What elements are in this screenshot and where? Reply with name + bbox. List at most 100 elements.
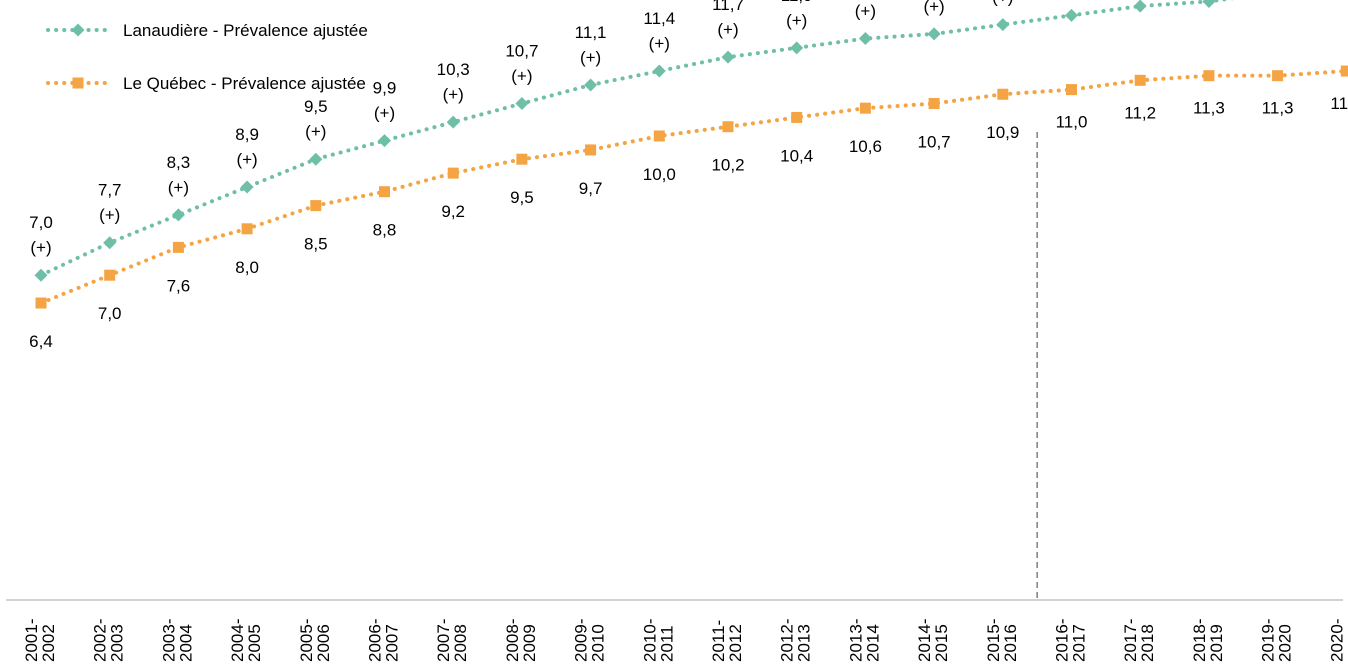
data-point-marker [379, 186, 390, 198]
data-point-marker [859, 102, 871, 114]
x-tick-label-line1: 2008- [503, 619, 522, 662]
data-point-marker [446, 115, 460, 129]
x-tick-label-line2: 2004 [176, 624, 195, 662]
x-tick-label: 2013-2014 [846, 619, 882, 662]
significance-flag: (+) [305, 122, 326, 141]
data-point-marker [378, 134, 391, 148]
data-label: 10,9 [986, 123, 1019, 142]
data-point-marker [171, 208, 185, 222]
x-tick-label-line1: 2013- [846, 619, 865, 662]
legend: Lanaudière - Prévalence ajustée Le Québec… [46, 21, 368, 93]
x-tick-label-line2: 2012 [726, 624, 745, 662]
x-tick-label: 2001-2002 [22, 619, 58, 662]
x-tick-label-line2: 2019 [1207, 624, 1226, 662]
data-point-marker [34, 268, 48, 282]
data-label: 8,0 [235, 258, 259, 277]
significance-flag: (+) [168, 178, 189, 197]
data-label: 8,9 [235, 125, 259, 144]
data-point-marker [1340, 65, 1348, 77]
x-tick-label-line1: 2004- [228, 619, 247, 662]
data-point-marker [103, 236, 117, 250]
x-tick-label-line1: 2010- [640, 619, 659, 662]
data-point-marker [791, 111, 803, 123]
x-tick-label-line1: 2015- [984, 619, 1003, 662]
x-tick-label-line2: 2010 [589, 624, 608, 662]
data-label: 7,0 [98, 304, 122, 323]
data-point-marker [927, 27, 941, 41]
data-point-marker [653, 130, 665, 142]
x-tick-label-line1: 2007- [434, 619, 453, 662]
x-tick-label-line1: 2005- [297, 619, 316, 662]
data-label: 10,7 [505, 42, 538, 61]
x-tick-label: 2006-2007 [366, 619, 402, 662]
x-tick-label-line2: 2007 [383, 624, 402, 662]
data-point-marker [172, 241, 184, 253]
x-tick-label-line2: 2020 [1276, 624, 1295, 662]
data-point-marker [35, 297, 47, 309]
x-tick-label-line1: 2001- [22, 619, 41, 662]
significance-flag: (+) [30, 238, 51, 257]
data-label: 11,4 [643, 9, 675, 28]
data-point-marker [722, 121, 734, 133]
data-point-marker [721, 50, 735, 64]
x-tick-label-line2: 2009 [520, 624, 539, 662]
data-label: 8,5 [304, 235, 328, 254]
x-tick-label: 2016-2017 [1053, 619, 1089, 662]
x-tick-label-line1: 2009- [572, 619, 591, 662]
x-tick-label: 2003-2004 [159, 619, 195, 662]
data-point-marker [309, 152, 323, 166]
legend-marker [71, 23, 85, 37]
x-tick-label: 2019-2020 [1259, 619, 1295, 662]
x-tick-label-line2: 2011 [657, 625, 676, 662]
data-point-marker [241, 223, 253, 235]
data-point-marker [310, 200, 322, 212]
x-tick-label-line2: 2013 [795, 624, 814, 662]
x-tick-label-line2: 2005 [245, 624, 264, 662]
x-tick-label-line2: 2021 [1344, 624, 1348, 662]
data-label: 9,7 [579, 179, 603, 198]
x-tick-label: 2008-2009 [503, 619, 539, 662]
x-tick-label-line1: 2002- [91, 619, 110, 662]
significance-flag: (+) [511, 67, 532, 86]
significance-flag: (+) [717, 20, 738, 39]
data-label: 7,6 [167, 276, 191, 295]
data-point-marker [585, 144, 597, 156]
significance-flag: (+) [992, 0, 1013, 7]
significance-flag: (+) [580, 48, 601, 67]
data-label: 11,3 [1262, 99, 1294, 118]
data-label: 7,0 [29, 213, 53, 232]
x-tick-label-line2: 2014 [863, 624, 882, 662]
data-label: 9,2 [441, 202, 465, 221]
data-point-marker [1203, 70, 1215, 82]
x-tick-label-line2: 2018 [1138, 624, 1157, 662]
x-tick-label-line2: 2003 [108, 624, 127, 662]
x-tick-label: 2018-2019 [1190, 619, 1226, 662]
data-label: 8,8 [373, 221, 397, 240]
data-label: 11,4 [1330, 94, 1348, 113]
x-tick-label: 2007-2008 [434, 619, 470, 662]
x-tick-label-line1: 2019- [1259, 619, 1278, 662]
legend-marker [72, 77, 84, 89]
legend-label: Lanaudière - Prévalence ajustée [123, 21, 368, 40]
data-label: 10,4 [780, 146, 813, 165]
series-line [39, 0, 1235, 278]
data-label: 9,9 [373, 79, 397, 98]
data-point-marker [790, 41, 804, 55]
data-point-marker [996, 18, 1010, 32]
data-label: 9,5 [304, 97, 328, 116]
data-label: 6,4 [29, 332, 53, 351]
data-label: 11,9 [781, 0, 813, 5]
data-point-marker [652, 64, 666, 78]
x-tick-label: 2015-2016 [984, 619, 1020, 662]
data-point-marker [997, 88, 1009, 100]
data-label: 10,3 [437, 60, 470, 79]
data-point-marker [858, 32, 872, 46]
data-point-marker [1066, 84, 1077, 96]
significance-flag: (+) [786, 11, 807, 30]
data-point-marker [104, 269, 116, 281]
data-label: 11,0 [1056, 113, 1088, 132]
data-label: 10,2 [711, 156, 744, 175]
data-point-marker [447, 167, 459, 179]
x-tick-label: 2012-2013 [778, 619, 814, 662]
